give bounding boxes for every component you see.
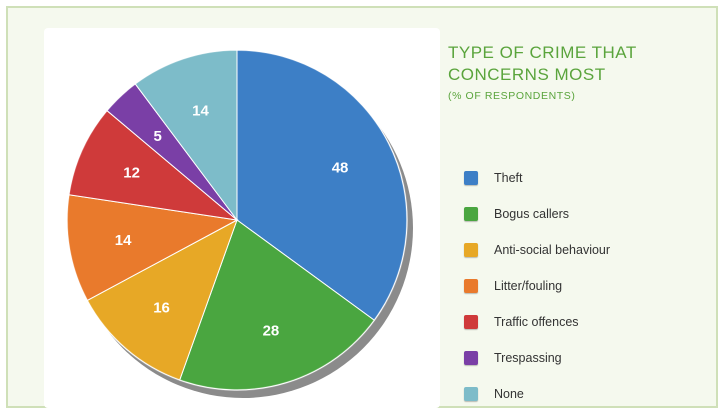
slice-value-label: 5 [153,128,161,145]
slice-value-label: 14 [192,102,209,119]
chart-title-block: TYPE OF CRIME THAT CONCERNS MOST (% OF R… [448,42,718,102]
pie-slice-none [134,49,238,222]
legend-item-bogus-callers: Bogus callers [464,196,714,232]
chart-title-line-2: CONCERNS MOST [448,65,606,84]
slice-value-label: 14 [115,232,132,249]
pie-slice-bogus-callers [179,219,376,391]
pie-slice-traffic-offences [68,109,239,221]
legend-item-theft: Theft [464,160,714,196]
legend-label: None [494,387,524,401]
legend-swatch [464,171,478,185]
legend-item-trespassing: Trespassing [464,340,714,376]
pie-rim [66,49,408,391]
chart-title-line-1: TYPE OF CRIME THAT [448,43,637,62]
pie-slice-theft [236,49,408,321]
legend-label: Theft [494,171,523,185]
legend-label: Trespassing [494,351,562,365]
pie-panel: 48 28 16 14 12 5 14 [44,28,440,408]
slice-value-label: 16 [153,300,170,317]
chart-legend: Theft Bogus callers Anti-social behaviou… [464,160,714,412]
legend-swatch [464,351,478,365]
pie-slice-anti-social-behaviour [86,218,238,381]
chart-subtitle: (% OF RESPONDENTS) [448,90,576,102]
pie-slice-litter-fouling [66,194,239,302]
legend-swatch [464,207,478,221]
legend-item-traffic-offences: Traffic offences [464,304,714,340]
legend-swatch [464,387,478,401]
legend-label: Anti-social behaviour [494,243,611,257]
legend-item-none: None [464,376,714,412]
legend-label: Litter/fouling [494,279,563,293]
legend-swatch [464,315,478,329]
slice-value-label: 12 [123,164,140,181]
pie-chart: 48 28 16 14 12 5 14 [66,49,413,398]
legend-item-anti-social-behaviour: Anti-social behaviour [464,232,714,268]
legend-item-litter-fouling: Litter/fouling [464,268,714,304]
legend-label: Traffic offences [494,315,579,329]
legend-label: Bogus callers [494,207,570,221]
chart-frame: 48 28 16 14 12 5 14 TYPE OF CRIME THAT CONCERN… [6,6,718,408]
legend-swatch [464,279,478,293]
legend-swatch [464,243,478,257]
slice-value-label: 48 [332,160,349,177]
slice-value-label: 28 [263,323,280,340]
